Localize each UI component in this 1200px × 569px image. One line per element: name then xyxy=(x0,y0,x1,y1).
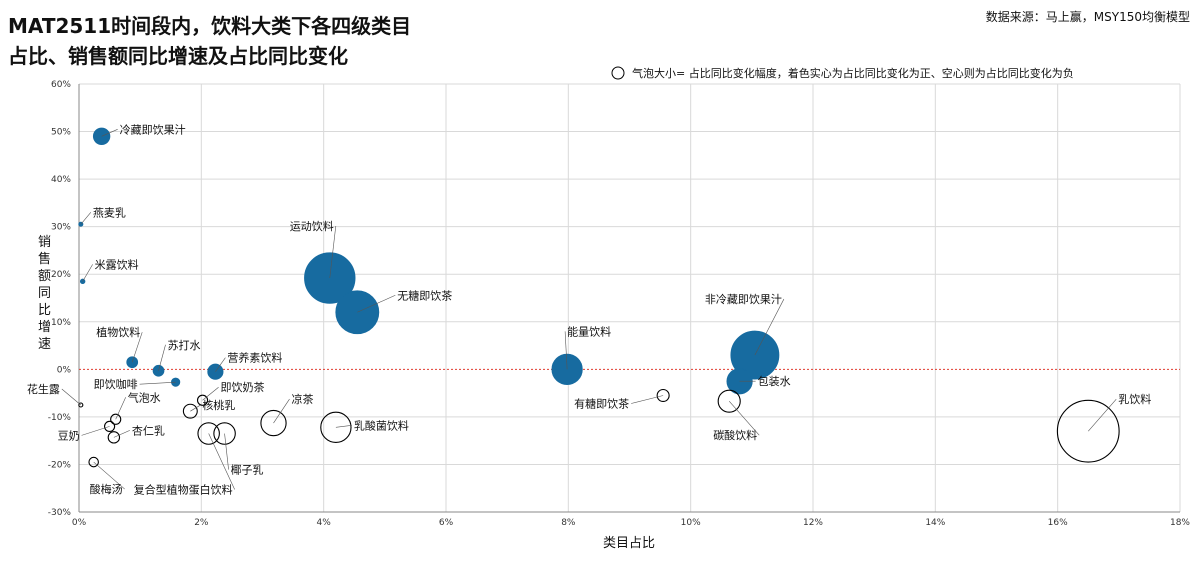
bubble-point xyxy=(182,403,198,419)
point-label: 气泡水 xyxy=(128,390,161,404)
point-label: 豆奶 xyxy=(58,428,80,442)
bubble-point xyxy=(110,413,122,425)
point-label: 冷藏即饮果汁 xyxy=(120,123,186,136)
bubble-point xyxy=(320,411,352,444)
point-label: 酸梅汤 xyxy=(90,482,123,496)
x-axis-title: 类目占比 xyxy=(603,536,655,551)
point-label: 米露饮料 xyxy=(95,257,139,271)
bubble-point xyxy=(1056,399,1120,463)
x-tick-label: 2% xyxy=(194,518,209,528)
y-tick-label: -30% xyxy=(48,508,72,518)
y-tick-label: 20% xyxy=(51,270,71,280)
label-leader-line xyxy=(190,404,201,412)
y-axis-title: 销售额同比增速 xyxy=(38,235,51,352)
y-tick-label: 40% xyxy=(51,175,71,185)
point-label: 花生露 xyxy=(27,382,60,396)
label-leader-line xyxy=(357,294,396,313)
label-leader-line xyxy=(115,397,126,420)
legend-bubble-icon xyxy=(611,66,625,80)
label-leader-line xyxy=(81,426,110,436)
x-tick-label: 4% xyxy=(317,518,332,528)
label-leader-line xyxy=(564,331,568,370)
point-label: 非冷藏即饮果汁 xyxy=(705,293,782,306)
x-tick-label: 16% xyxy=(1048,518,1068,528)
label-leader-line xyxy=(93,461,125,490)
x-tick-label: 0% xyxy=(72,518,87,528)
bubble-point xyxy=(335,290,380,335)
bubble-point xyxy=(656,388,670,403)
chart-legend: 气泡大小= 占比同比变化幅度，着色实心为占比同比变化为正、空心则为占比同比变化为… xyxy=(611,66,1074,80)
bubble-point xyxy=(79,278,86,285)
data-source-note: 数据来源：马上赢，MSY150均衡模型 xyxy=(985,10,1190,24)
chart-gridlines xyxy=(79,83,1181,513)
label-leader-line xyxy=(101,129,118,137)
label-leader-line xyxy=(139,381,176,385)
y-tick-label: 60% xyxy=(51,80,71,90)
label-leader-line xyxy=(728,400,760,436)
point-label: 椰子乳 xyxy=(231,463,264,477)
point-label: 复合型植物蛋白饮料 xyxy=(134,483,233,497)
label-leader-line xyxy=(224,433,229,470)
chart-title-line2: 占比、销售额同比增速及占比同比变化 xyxy=(8,44,348,68)
y-tick-label: 30% xyxy=(51,223,71,233)
label-leader-line xyxy=(1088,398,1117,432)
point-label: 苏打水 xyxy=(168,338,201,352)
label-leader-line xyxy=(273,398,290,424)
bubble-point xyxy=(196,394,209,406)
x-tick-label: 10% xyxy=(681,518,701,528)
bubble-point xyxy=(197,422,220,445)
bubble-point xyxy=(717,389,741,413)
point-label: 即饮奶茶 xyxy=(221,380,265,394)
label-leader-line xyxy=(202,387,219,401)
point-label: 即饮咖啡 xyxy=(94,377,138,391)
label-leader-line xyxy=(131,332,143,363)
bubble-point xyxy=(88,456,99,468)
point-label: 乳饮料 xyxy=(1118,392,1151,406)
point-label: 核桃乳 xyxy=(202,398,235,412)
y-tick-label: -20% xyxy=(48,460,72,470)
point-label: 能量饮料 xyxy=(567,324,611,338)
point-label: 凉茶 xyxy=(292,392,314,406)
point-label: 有糖即饮茶 xyxy=(574,396,629,410)
label-leader-line xyxy=(158,344,166,371)
y-tick-label: 10% xyxy=(51,318,71,328)
bubble-point xyxy=(78,402,84,408)
x-tick-label: 6% xyxy=(439,518,454,528)
point-label: 运动饮料 xyxy=(290,219,334,233)
bubble-point xyxy=(260,409,287,437)
label-leader-line xyxy=(113,430,130,438)
x-tick-label: 14% xyxy=(925,518,945,528)
point-label: 燕麦乳 xyxy=(93,206,126,219)
bubble-point xyxy=(213,422,236,445)
x-tick-label: 8% xyxy=(561,518,576,528)
y-tick-label: 0% xyxy=(57,365,72,375)
x-tick-label: 18% xyxy=(1170,518,1190,528)
point-label: 无糖即饮茶 xyxy=(397,288,452,302)
label-leader-line xyxy=(754,298,785,356)
y-tick-label: -10% xyxy=(48,413,72,423)
label-leader-line xyxy=(82,264,93,282)
point-label: 植物饮料 xyxy=(96,325,140,339)
bubble-point xyxy=(107,431,121,444)
y-tick-label: 50% xyxy=(51,128,71,138)
label-leader-line xyxy=(61,388,82,406)
legend-text: 气泡大小= 占比同比变化幅度，着色实心为占比同比变化为正、空心则为占比同比变化为… xyxy=(632,66,1074,80)
x-tick-label: 12% xyxy=(803,518,823,528)
point-label: 杏仁乳 xyxy=(132,424,165,437)
label-leader-line xyxy=(335,425,352,428)
chart-title-line1: MAT2511时间段内，饮料大类下各四级类目 xyxy=(8,14,412,38)
label-leader-line xyxy=(215,357,226,372)
label-leader-line xyxy=(80,212,92,225)
point-label: 营养素饮料 xyxy=(227,351,282,365)
label-leader-line xyxy=(631,395,664,404)
point-label: 碳酸饮料 xyxy=(713,428,757,442)
point-label: 包装水 xyxy=(758,375,791,388)
bubble-point xyxy=(103,420,116,432)
chart-axes: 0% 2% 4% 6% 8% 10% 12% 14% 16% 18% -30% -20% -10% 0% 1… xyxy=(48,80,1191,528)
label-leader-line xyxy=(208,433,235,490)
label-leader-line xyxy=(329,225,337,279)
point-label: 乳酸菌饮料 xyxy=(354,418,409,432)
